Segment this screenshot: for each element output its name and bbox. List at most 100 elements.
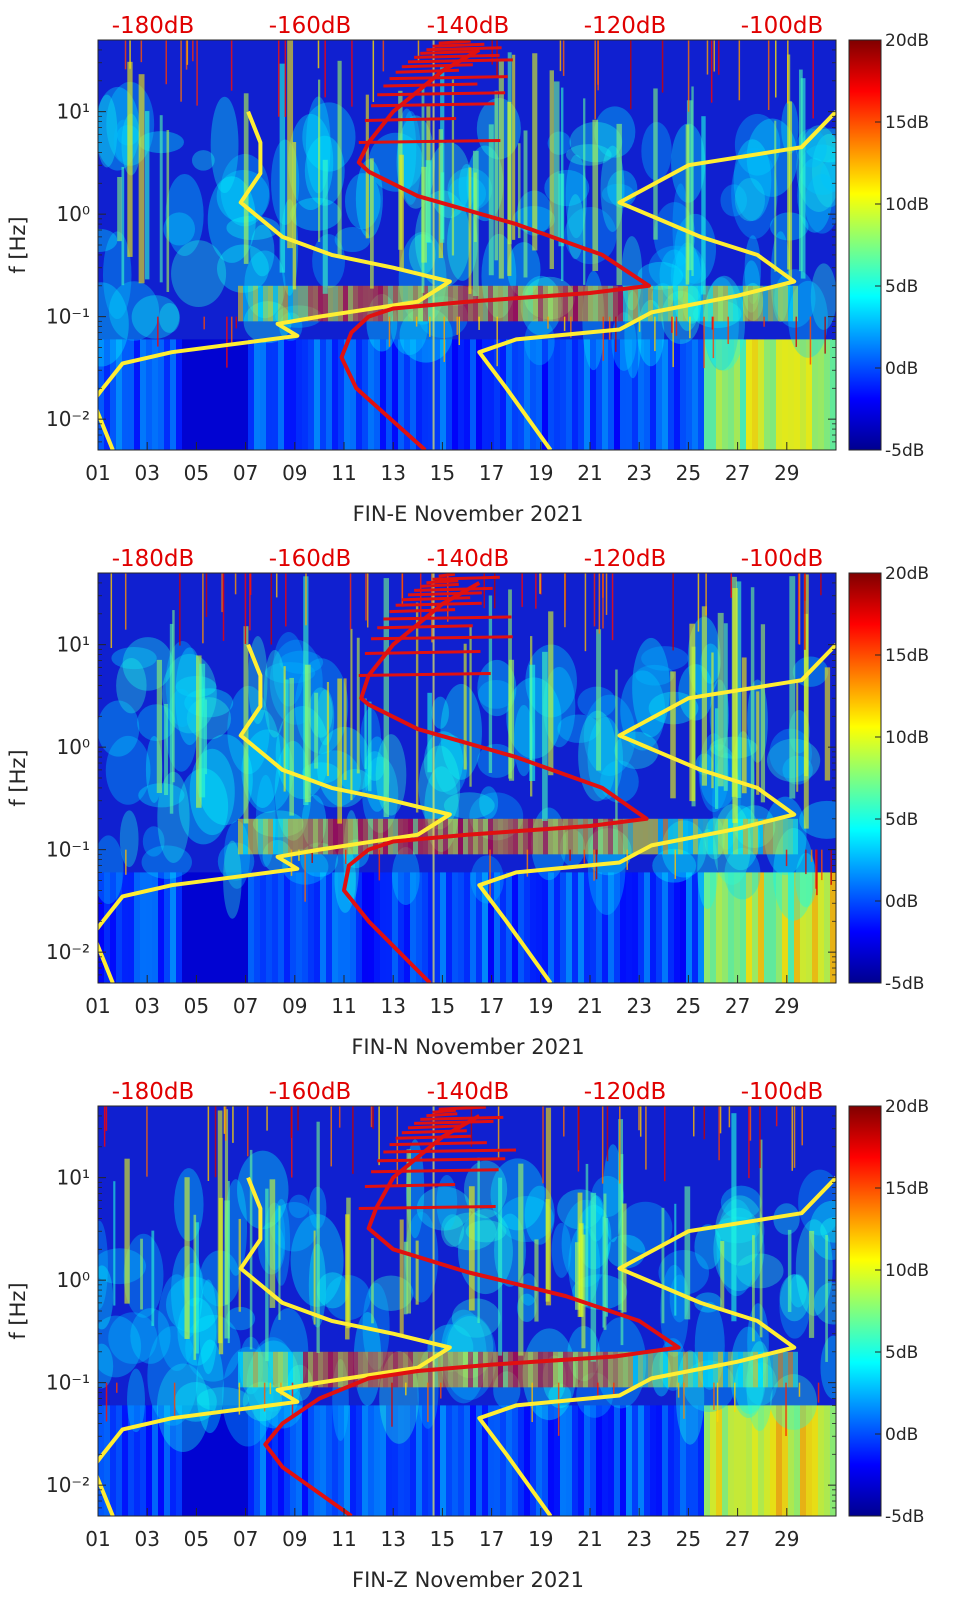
x-tick-label: 27	[725, 461, 750, 485]
model-spike	[438, 1106, 486, 1111]
model-spike	[389, 1141, 487, 1147]
top-label: -180dB	[112, 546, 195, 572]
series-line-noise-model-low	[98, 643, 452, 983]
model-spike	[438, 573, 456, 578]
colorbar-tick-label: 15dB	[885, 646, 929, 666]
x-tick-label: 15	[430, 461, 455, 485]
x-axis-title: FIN-E November 2021	[353, 502, 584, 526]
y-tick-label: 10⁻²	[46, 1473, 90, 1497]
y-axis-ticks: 10¹ 10⁰ 10⁻¹ 10⁻²	[46, 572, 836, 984]
top-label: -100dB	[741, 1079, 824, 1105]
top-label: -100dB	[741, 13, 824, 39]
series-line-noise-model-high	[477, 643, 836, 983]
y-tick-label: 10¹	[57, 1166, 90, 1190]
y-axis-title: f [Hz]	[6, 216, 30, 273]
model-spike	[414, 1119, 494, 1125]
model-spike	[395, 601, 482, 607]
colorbar-tick-label: -5dB	[885, 441, 924, 461]
series-line-model	[339, 48, 651, 450]
model-spike	[383, 615, 512, 621]
y-tick-label: 10¹	[57, 100, 90, 124]
colorbar-tick-label: 10dB	[885, 195, 929, 215]
colorbar-tick-label: -5dB	[885, 974, 924, 994]
colorbar-tick-label: 5dB	[885, 810, 918, 830]
x-tick-label: 09	[282, 994, 307, 1018]
model-spike	[432, 575, 500, 581]
x-tick-label: 11	[331, 1527, 356, 1551]
model-spike	[377, 91, 506, 97]
model-spike	[407, 591, 482, 597]
y-tick-label: 10⁻¹	[46, 305, 90, 329]
y-axis-title: f [Hz]	[6, 1282, 30, 1339]
model-spike	[401, 1129, 467, 1135]
x-axis-title: FIN-Z November 2021	[352, 1568, 584, 1592]
y-tick-label: 10⁰	[57, 735, 90, 759]
model-spike	[420, 1115, 504, 1121]
colorbar-tick-label: 10dB	[885, 728, 929, 748]
x-tick-label: 13	[380, 461, 405, 485]
panel-fin-z: -180dB -160dB -140dB -120dB -100dB 10¹10…	[6, 1079, 929, 1592]
top-label: -160dB	[269, 13, 352, 39]
model-spike	[407, 58, 513, 64]
x-tick-label: 17	[479, 1527, 504, 1551]
model-spike	[395, 68, 459, 74]
model-spike	[438, 40, 471, 45]
x-tick-label: 01	[85, 994, 110, 1018]
model-spike	[414, 53, 500, 59]
model-spike	[389, 608, 456, 614]
x-tick-label: 11	[331, 994, 356, 1018]
x-tick-label: 07	[233, 994, 258, 1018]
x-tick-label: 25	[676, 994, 701, 1018]
colorbar-tick-label: 0dB	[885, 359, 918, 379]
x-tick-label: 19	[528, 1527, 553, 1551]
model-spike	[371, 635, 513, 641]
colorbar-tick-label: 5dB	[885, 1343, 918, 1363]
model-spike	[383, 82, 478, 88]
x-tick-label: 01	[85, 1527, 110, 1551]
x-tick-label: 03	[134, 461, 159, 485]
model-spike	[358, 139, 501, 144]
y-tick-label: 10⁰	[57, 202, 90, 226]
series-line-noise-model-high	[477, 1176, 836, 1516]
colorbar-gradient	[848, 572, 882, 984]
x-tick-label: 01	[85, 461, 110, 485]
x-tick-label: 15	[430, 994, 455, 1018]
colorbar-tick-label: 20dB	[885, 1097, 929, 1117]
x-tick-label: 07	[233, 461, 258, 485]
series-line-noise-model-high	[477, 110, 836, 450]
model-spike	[432, 42, 485, 48]
x-tick-label: 05	[184, 1527, 209, 1551]
x-tick-label: 23	[626, 994, 651, 1018]
y-tick-label: 10⁰	[57, 1268, 90, 1292]
colorbar-tick-label: 0dB	[885, 892, 918, 912]
colorbar: 20dB 15dB 10dB 5dB 0dB -5dB	[848, 564, 929, 994]
top-label: -140dB	[427, 13, 510, 39]
model-spike	[395, 1134, 471, 1140]
colorbar-tick-label: 10dB	[885, 1261, 929, 1281]
top-label: -160dB	[269, 1079, 352, 1105]
model-spike	[371, 1168, 499, 1174]
model-spike	[389, 75, 508, 81]
model-spike	[371, 102, 495, 108]
y-tick-label: 10⁻²	[46, 940, 90, 964]
panel-fin-e: -180dB -160dB -140dB -120dB -100dB 10¹10…	[6, 13, 929, 526]
colorbar-gradient	[848, 39, 882, 451]
x-tick-label: 23	[626, 1527, 651, 1551]
model-spike	[420, 582, 459, 588]
model-spike	[377, 624, 473, 630]
x-tick-label: 19	[528, 994, 553, 1018]
colorbar-tick-label: 20dB	[885, 31, 929, 51]
colorbar-tick-label: 15dB	[885, 113, 929, 133]
top-label: -180dB	[112, 1079, 195, 1105]
top-label: -180dB	[112, 13, 195, 39]
colorbar-tick-label: 5dB	[885, 277, 918, 297]
spectrogram-plot-area	[97, 39, 837, 451]
y-tick-label: 10⁻²	[46, 407, 90, 431]
x-tick-label: 03	[134, 994, 159, 1018]
series-line-noise-model-low	[98, 110, 452, 450]
model-spike	[407, 1124, 461, 1130]
model-spike	[401, 596, 471, 602]
model-spike	[426, 1112, 458, 1118]
x-tick-label: 13	[380, 994, 405, 1018]
model-spike	[420, 49, 477, 55]
